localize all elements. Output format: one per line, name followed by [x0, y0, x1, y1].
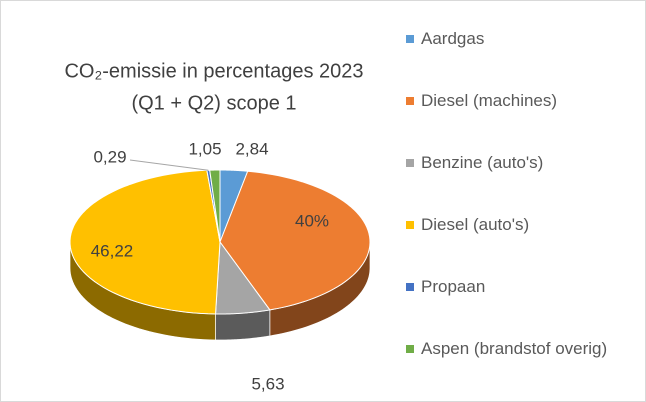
legend-label: Diesel (machines) — [421, 91, 558, 110]
slice — [209, 169, 221, 243]
data-label: 1,05 — [188, 139, 221, 158]
legend-swatch — [406, 97, 414, 105]
data-label: 0,29 — [93, 147, 126, 166]
legend-swatch — [406, 35, 414, 43]
chart-title: CO₂-emissie in percentages 2023 — [64, 60, 363, 82]
legend-item: Propaan — [406, 276, 642, 338]
data-label: 40% — [295, 211, 329, 230]
legend-item: Aspen (brandstof overig) — [406, 338, 642, 400]
leader-line — [129, 159, 209, 171]
legend-swatch — [406, 345, 414, 353]
legend-label: Diesel (auto's) — [421, 215, 530, 234]
chart-title: (Q1 + Q2) scope 1 — [131, 92, 296, 114]
legend-label: Benzine (auto's) — [421, 153, 544, 172]
legend-swatch — [406, 283, 414, 291]
legend-label: Aspen (brandstof overig) — [421, 339, 608, 358]
data-label: 2,84 — [235, 139, 268, 158]
legend-item: Benzine (auto's) — [406, 152, 642, 214]
legend-swatch — [406, 159, 414, 167]
legend-item: Diesel (auto's) — [406, 214, 642, 276]
data-label: 46,22 — [91, 241, 134, 260]
slice — [215, 240, 271, 315]
legend-label: Propaan — [421, 277, 486, 296]
legend-label: Aardgas — [421, 29, 485, 48]
legend: Aardgas Diesel (machines) Benzine (auto's)… — [406, 28, 642, 400]
legend-item: Aardgas — [406, 28, 642, 90]
slice — [69, 169, 221, 315]
legend-swatch — [406, 221, 414, 229]
data-label: 5,63 — [251, 374, 284, 393]
legend-item: Diesel (machines) — [406, 90, 642, 152]
slice — [219, 170, 371, 311]
